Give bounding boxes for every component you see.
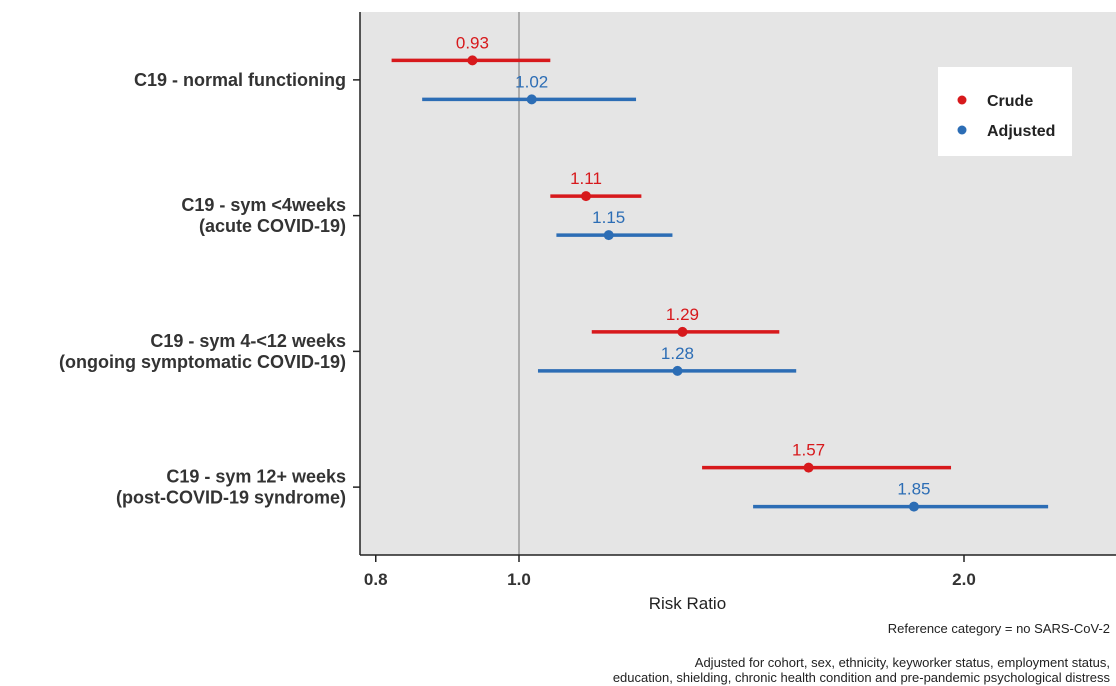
point-adjusted-3: [908, 501, 919, 512]
data-label-adjusted-2: 1.28: [661, 344, 694, 363]
legend-marker-crude: [957, 95, 967, 105]
y-tick-label-line: C19 - sym 4-<12 weeks: [150, 331, 346, 351]
data-label-adjusted-1: 1.15: [592, 208, 625, 227]
legend-marker-adjusted: [957, 125, 967, 135]
point-crude-3: [803, 462, 814, 473]
reference-note: Reference category = no SARS-CoV-2: [887, 621, 1110, 636]
y-tick-label-3: C19 - sym 12+ weeks (post-COVID-19 syndro…: [116, 467, 346, 508]
point-adjusted-2: [672, 365, 683, 376]
point-crude-1: [580, 191, 591, 202]
x-tick-label-1: 1.0: [507, 570, 531, 589]
data-label-crude-2: 1.29: [666, 305, 699, 324]
data-label-adjusted-0: 1.02: [515, 72, 548, 91]
y-tick-label-line: (acute COVID-19): [199, 216, 346, 236]
y-tick-label-line: C19 - sym 12+ weeks: [166, 467, 346, 487]
y-tick-label-0: C19 - normal functioning: [134, 70, 346, 90]
y-tick-label-line: C19 - normal functioning: [134, 70, 346, 90]
legend: Crude Adjusted: [938, 67, 1072, 156]
point-adjusted-0: [526, 94, 537, 105]
data-label-crude-0: 0.93: [456, 33, 489, 52]
point-crude-0: [467, 55, 478, 66]
x-tick-label-2: 2.0: [952, 570, 976, 589]
x-axis-title: Risk Ratio: [649, 594, 726, 613]
legend-label-adjusted: Adjusted: [987, 123, 1055, 140]
data-label-crude-3: 1.57: [792, 441, 825, 460]
data-label-crude-1: 1.11: [570, 169, 602, 188]
y-tick-label-1: C19 - sym <4weeks (acute COVID-19): [181, 195, 346, 236]
legend-label-crude: Crude: [987, 93, 1033, 110]
y-tick-label-line: C19 - sym <4weeks: [181, 195, 346, 215]
adjustment-note-line-1: Adjusted for cohort, sex, ethnicity, key…: [694, 655, 1110, 670]
y-tick-label-line: (ongoing symptomatic COVID-19): [59, 352, 346, 372]
x-tick-label-0: 0.8: [364, 570, 388, 589]
point-crude-2: [677, 326, 688, 337]
adjustment-note-line-2: education, shielding, chronic health con…: [612, 670, 1110, 685]
adjustment-note: Adjusted for cohort, sex, ethnicity, key…: [613, 655, 1110, 685]
point-adjusted-1: [603, 230, 614, 241]
y-tick-label-line: (post-COVID-19 syndrome): [116, 488, 346, 508]
y-tick-label-2: C19 - sym 4-<12 weeks (ongoing symptomati…: [59, 331, 346, 372]
legend-box: [938, 67, 1072, 156]
data-label-adjusted-3: 1.85: [897, 480, 930, 499]
